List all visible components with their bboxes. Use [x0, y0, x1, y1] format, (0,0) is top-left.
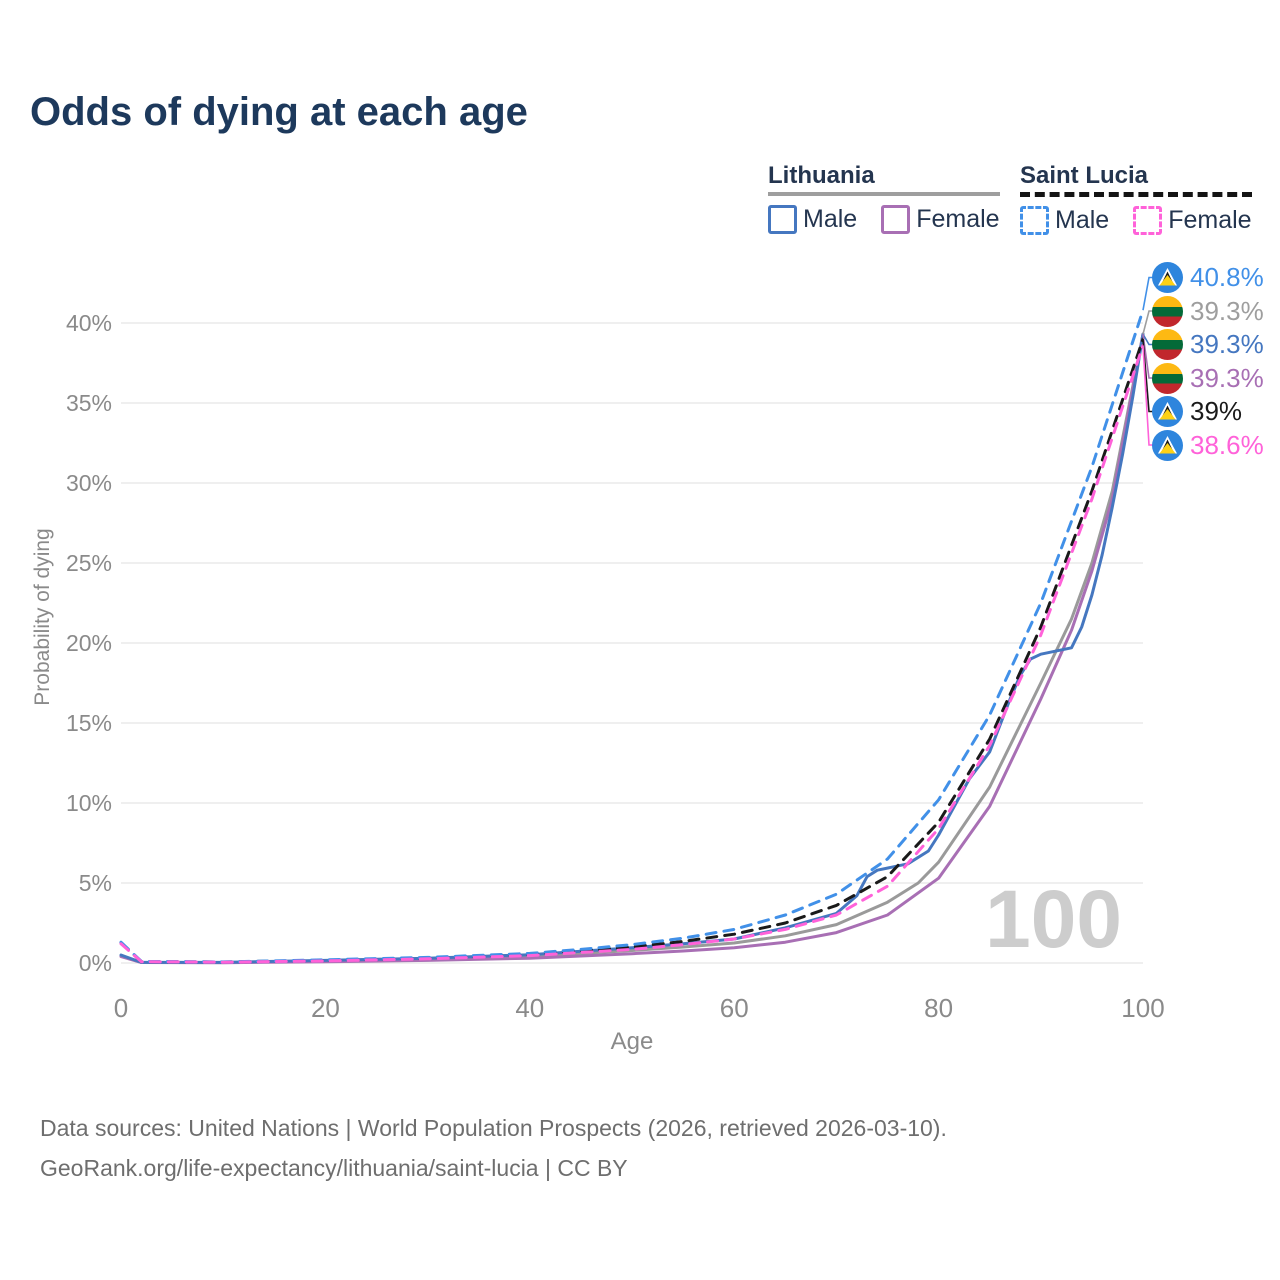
series-line-lt_both[interactable] — [119, 332, 1145, 964]
legend-country-saint-lucia[interactable]: Saint Lucia — [1020, 162, 1149, 189]
x-axis-title: Age — [611, 1028, 654, 1055]
legend-item-lithuania-male[interactable]: Male — [768, 205, 857, 234]
legend-item-saint-lucia-male[interactable]: Male — [1020, 206, 1109, 235]
y-tick-label: 30% — [66, 470, 112, 496]
series-line-lt_female[interactable] — [119, 332, 1145, 965]
saint-lucia-female-checkbox[interactable] — [1133, 206, 1163, 235]
x-tick-label: 80 — [924, 993, 953, 1023]
series-line-lt_male[interactable] — [119, 332, 1145, 964]
y-tick-label: 10% — [66, 790, 112, 816]
y-tick-label: 40% — [66, 310, 112, 336]
series-line-sl_female[interactable] — [119, 343, 1145, 964]
y-tick-label: 15% — [66, 710, 112, 736]
leader-line — [1142, 276, 1156, 311]
legend-item-lithuania-female[interactable]: Female — [881, 205, 1000, 234]
series-line-sl_both[interactable] — [119, 337, 1145, 964]
saint-lucia-line-swatch — [1020, 192, 1252, 197]
y-axis-title: Probability of dying — [31, 528, 54, 706]
x-tick-label: 20 — [311, 993, 340, 1023]
series-line-sl_male[interactable] — [119, 308, 1145, 964]
y-tick-label: 25% — [66, 550, 112, 576]
y-tick-label: 5% — [79, 870, 112, 896]
legend-item-label: Female — [916, 205, 1000, 233]
leader-line — [1142, 310, 1156, 335]
saint-lucia-male-checkbox[interactable] — [1020, 206, 1049, 235]
x-tick-label: 100 — [1121, 993, 1164, 1023]
footer-attribution: GeoRank.org/life-expectancy/lithuania/sa… — [40, 1155, 628, 1181]
y-tick-label: 35% — [66, 390, 112, 416]
y-tick-label: 0% — [79, 950, 112, 976]
legend-group-saint-lucia: Saint Lucia Male Female — [1020, 163, 1252, 235]
lithuania-male-checkbox[interactable] — [768, 205, 797, 234]
x-tick-label: 60 — [720, 993, 749, 1023]
age-watermark: 100 — [985, 874, 1122, 965]
legend-item-label: Male — [1055, 206, 1110, 234]
legend-group-lithuania: Lithuania Male Female — [768, 163, 1000, 234]
legend-item-saint-lucia-female[interactable]: Female — [1133, 206, 1252, 235]
lithuania-female-checkbox[interactable] — [881, 205, 911, 234]
footer: Data sources: United Nations | World Pop… — [40, 1108, 947, 1188]
legend-country-lithuania[interactable]: Lithuania — [768, 162, 875, 189]
footer-data-sources: Data sources: United Nations | World Pop… — [40, 1115, 947, 1141]
y-tick-label: 20% — [66, 630, 112, 656]
x-tick-label: 0 — [114, 993, 128, 1023]
legend-item-label: Female — [1168, 206, 1252, 234]
lithuania-line-swatch — [768, 192, 1000, 196]
page-title: Odds of dying at each age — [30, 90, 528, 134]
legend-item-label: Male — [803, 205, 858, 233]
x-tick-label: 40 — [515, 993, 544, 1023]
